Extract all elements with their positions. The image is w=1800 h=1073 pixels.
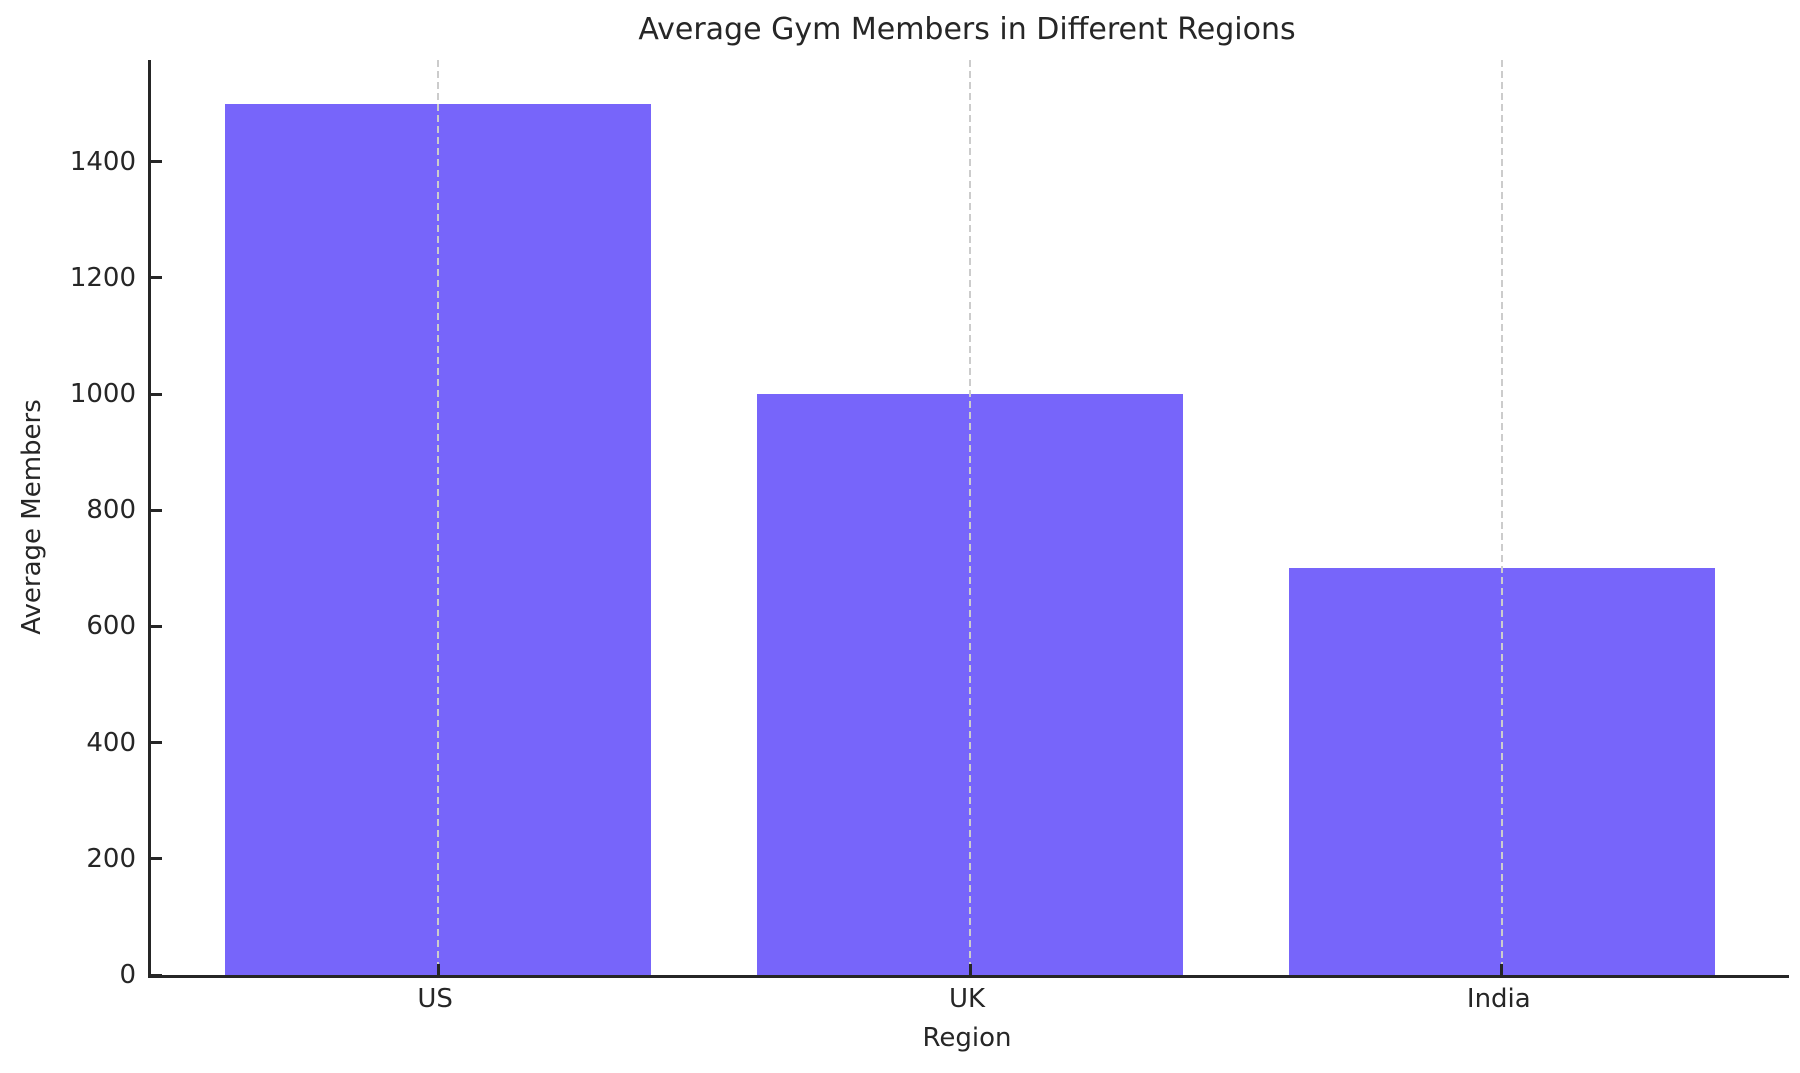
- x-tick-uk: [968, 964, 972, 975]
- y-tick-600: [151, 624, 162, 628]
- x-tick-india: [1500, 964, 1504, 975]
- x-tick-label-india: India: [1466, 984, 1531, 1014]
- y-tick-label-1200: 1200: [69, 262, 136, 293]
- y-tick-1400: [151, 160, 162, 164]
- y-tick-label-1400: 1400: [69, 146, 136, 177]
- chart-title: Average Gym Members in Different Regions: [638, 12, 1296, 47]
- plot-area: [148, 60, 1789, 978]
- y-tick-1200: [151, 276, 162, 280]
- y-tick-400: [151, 741, 162, 745]
- y-tick-label-1000: 1000: [69, 379, 136, 410]
- y-tick-1000: [151, 392, 162, 396]
- y-tick-0: [151, 973, 162, 977]
- y-tick-label-800: 800: [86, 495, 136, 526]
- x-tick-label-us: US: [417, 984, 453, 1014]
- y-tick-label-0: 0: [119, 960, 136, 990]
- y-tick-label-200: 200: [86, 843, 136, 874]
- gridline-india: [1500, 60, 1503, 975]
- y-tick-800: [151, 508, 162, 512]
- y-tick-label-600: 600: [86, 611, 136, 642]
- x-tick-us: [436, 964, 440, 975]
- x-tick-label-uk: UK: [948, 984, 986, 1014]
- gridline-us: [437, 60, 440, 975]
- y-tick-200: [151, 857, 162, 861]
- y-tick-label-400: 400: [86, 727, 136, 758]
- x-axis-label: Region: [922, 1023, 1012, 1053]
- gridline-uk: [969, 60, 971, 975]
